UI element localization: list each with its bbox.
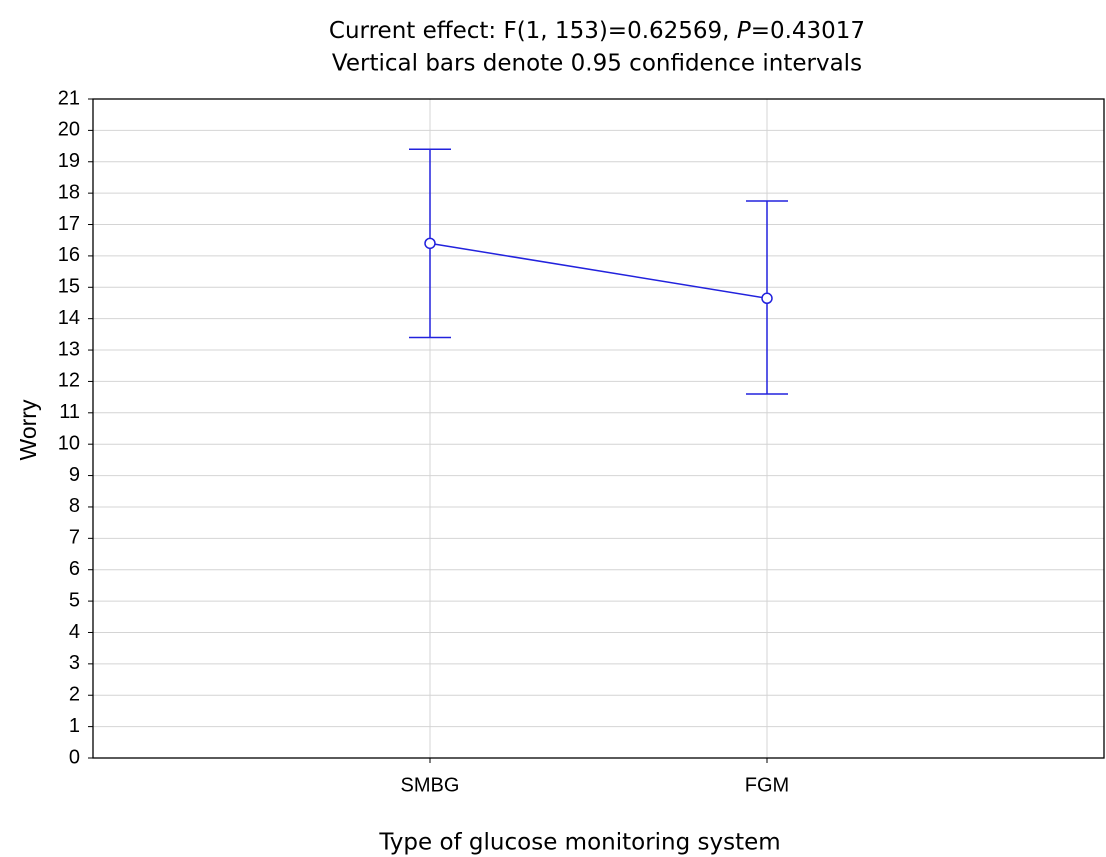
y-tick-label: 8 — [69, 495, 80, 517]
point-marker — [761, 292, 773, 305]
y-tick-label: 12 — [58, 370, 80, 392]
x-tick-label: FGM — [745, 774, 789, 796]
title-run: =0.43017 — [751, 18, 865, 44]
y-tick-label: 18 — [58, 181, 80, 203]
y-tick-label: 2 — [69, 684, 80, 706]
y-tick-label: 17 — [58, 213, 80, 235]
y-tick-label: 7 — [69, 527, 80, 549]
y-tick-label: 9 — [69, 464, 80, 486]
plot-frame — [92, 98, 1105, 759]
x-axis-label: Type of glucose monitoring system — [378, 830, 780, 856]
y-tick-label: 1 — [69, 715, 80, 737]
y-tick-label: 6 — [69, 558, 80, 580]
y-tick-label: 10 — [58, 432, 80, 454]
x-tick-label: SMBG — [401, 774, 460, 796]
title-run: P — [737, 18, 751, 44]
y-tick-label: 14 — [58, 307, 80, 329]
y-tick-label: 20 — [58, 119, 80, 141]
chart-title: Current effect: F(1, 153)=0.62569, P=0.4… — [329, 18, 865, 44]
y-tick-label: 15 — [58, 276, 80, 298]
chart-subtitle: Vertical bars denote 0.95 confidence int… — [332, 51, 862, 77]
y-tick-label: 16 — [58, 244, 80, 266]
title-run: Current effect: F(1, 153)=0.62569, — [329, 18, 737, 44]
y-axis-label: Worry — [15, 399, 41, 460]
y-tick-label: 3 — [69, 652, 80, 674]
y-tick-label: 4 — [69, 621, 80, 643]
y-tick-label: 13 — [58, 338, 80, 360]
y-tick-label: 19 — [58, 150, 80, 172]
point-marker — [424, 237, 436, 250]
series-line — [429, 242, 768, 300]
y-tick-label: 21 — [58, 87, 80, 109]
y-tick-label: 0 — [69, 746, 80, 768]
y-tick-label: 5 — [69, 589, 80, 611]
y-tick-label: 11 — [59, 401, 80, 423]
